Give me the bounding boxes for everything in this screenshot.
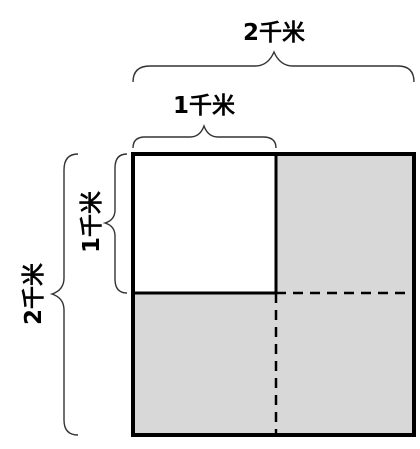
left-inner-label: 1千米	[79, 190, 105, 253]
top-outer-label: 2千米	[243, 20, 306, 46]
inner-square-white	[133, 154, 276, 293]
top-outer-brace	[132, 50, 415, 83]
outer-square-border	[131, 152, 416, 437]
left-outer-label: 2千米	[21, 262, 47, 325]
left-inner-brace	[102, 153, 128, 294]
top-inner-brace	[132, 123, 277, 149]
top-inner-label: 1千米	[173, 93, 236, 119]
left-outer-brace	[49, 153, 79, 436]
